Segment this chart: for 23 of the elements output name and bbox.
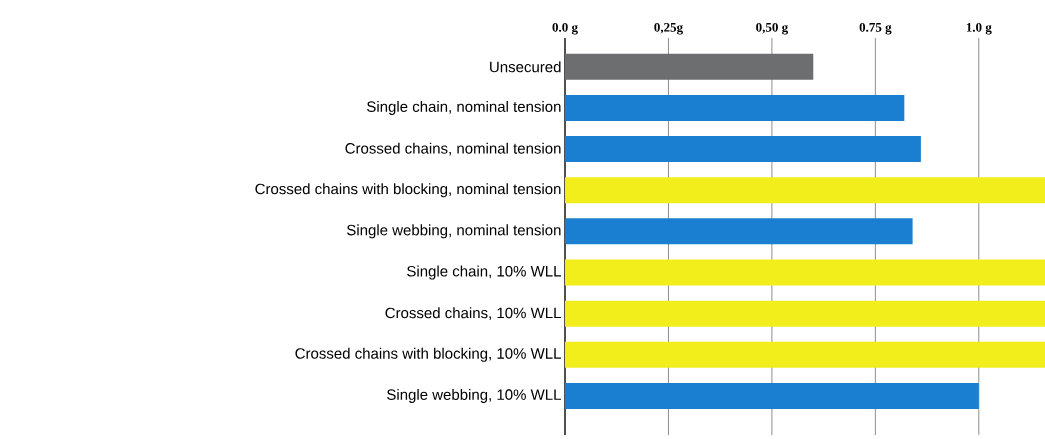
bar: [565, 218, 913, 245]
x-tick-label: 0.0 g: [552, 22, 578, 35]
bar: [565, 53, 814, 80]
x-tick-label: 0,25g: [654, 22, 683, 35]
bar: [565, 136, 921, 163]
y-tick-label: Single webbing, 10% WLL: [387, 388, 561, 403]
y-tick-label: Crossed chains, 10% WLL: [385, 307, 561, 321]
y-tick-label: Crossed chains with blocking, nominal tension: [255, 183, 561, 198]
bar: [565, 94, 905, 121]
x-tick-label: 1.0 g: [966, 22, 992, 35]
y-tick-label: Crossed chains, nominal tension: [345, 142, 561, 156]
bar: [565, 341, 1045, 368]
y-tick-label: Single chain, 10% WLL: [407, 265, 561, 280]
y-tick-label: Single chain, nominal tension: [367, 100, 561, 115]
bar: [565, 382, 979, 409]
y-tick-label: Single webbing, nominal tension: [347, 224, 561, 239]
x-tick-label: 0,50 g: [756, 22, 789, 35]
bar: [565, 259, 1045, 286]
bar: [565, 300, 1045, 327]
bar: [565, 177, 1045, 204]
y-tick-label: Crossed chains with blocking, 10% WLL: [295, 347, 561, 362]
y-tick-label: Unsecured: [490, 61, 561, 73]
x-tick-label: 0.75 g: [859, 22, 892, 35]
